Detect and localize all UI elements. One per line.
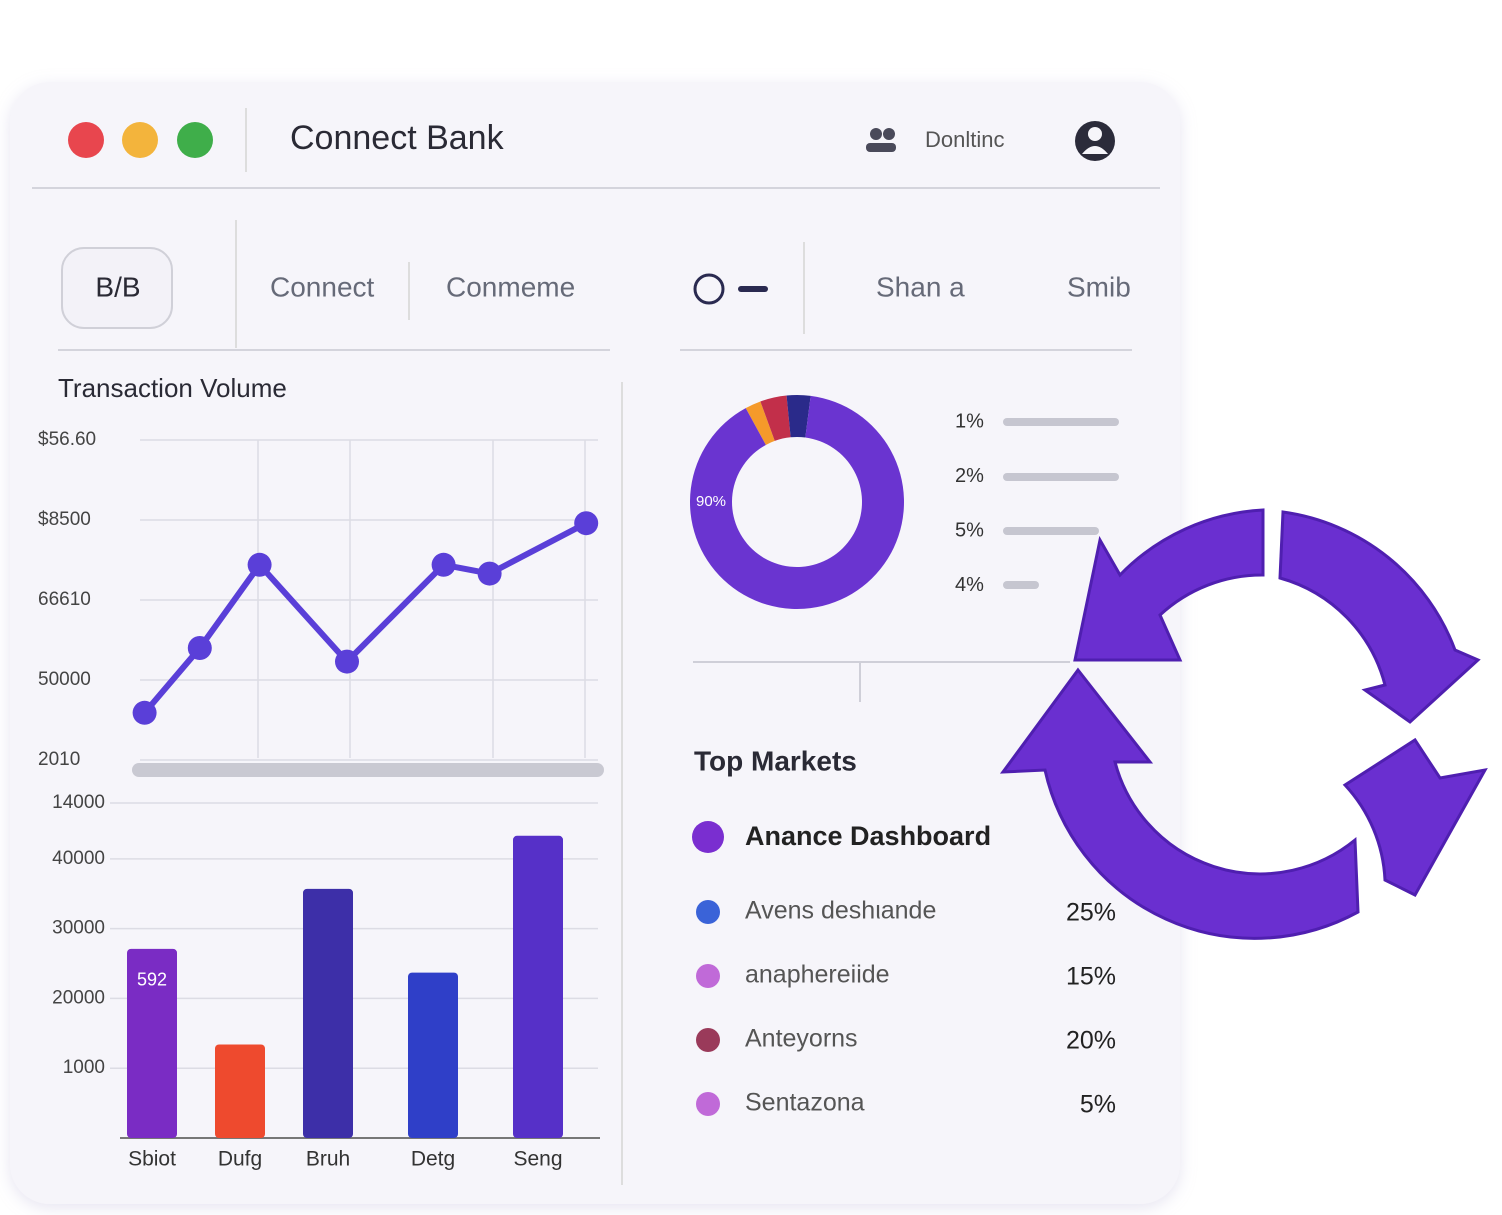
market-share: 5% [1080, 1091, 1116, 1119]
point [431, 552, 456, 577]
legend-label: 4% [955, 574, 984, 596]
legend-label: 1% [955, 410, 984, 432]
avatar[interactable] [1075, 121, 1115, 161]
market-name: Avens deshιande [745, 897, 936, 925]
user-label: Donltinc [925, 127, 1004, 152]
bar [127, 948, 177, 1138]
market-share: 15% [1066, 963, 1116, 991]
market-dot [696, 900, 720, 924]
point [335, 649, 359, 674]
window [10, 82, 1180, 1204]
donut-slice [690, 395, 904, 609]
y-tick-label: $56.60 [38, 429, 96, 450]
point [574, 511, 599, 536]
tab[interactable]: Conmeme [446, 271, 575, 302]
y-tick-label: 66610 [38, 589, 91, 610]
bar [408, 972, 458, 1138]
point [132, 700, 157, 725]
users-icon [866, 128, 896, 152]
point [247, 552, 272, 577]
y-tick-label: 1000 [63, 1057, 105, 1078]
point [477, 561, 502, 586]
section-title: Top Markets [694, 745, 857, 776]
toggle-icon[interactable] [693, 273, 725, 305]
bar [303, 888, 353, 1138]
y-tick-label: 2010 [38, 749, 80, 770]
legend-bars [1003, 418, 1119, 589]
x-tick-label: Detg [411, 1148, 455, 1171]
y-tick-label: 30000 [52, 918, 105, 939]
market-dot [696, 964, 720, 988]
donut-slice [786, 395, 811, 438]
x-tick-label: Sbiot [128, 1148, 176, 1171]
point [187, 636, 212, 660]
y-tick-label: 20000 [52, 987, 105, 1008]
market-share: 20% [1066, 1027, 1116, 1055]
legend-label: 5% [955, 519, 984, 541]
y-tick-label: 14000 [52, 792, 105, 813]
minimize-button[interactable] [122, 122, 158, 158]
donut-slice [745, 401, 775, 445]
y-tick-label: 50000 [38, 669, 91, 690]
maximize-button[interactable] [177, 122, 213, 158]
x-tick-label: Bruh [306, 1148, 350, 1171]
market-dot [696, 1028, 720, 1052]
featured-market: Anance Dashboard [745, 821, 991, 851]
tab[interactable]: B/B [95, 271, 140, 302]
market-dot [696, 1092, 720, 1116]
chart-title: Transaction Volume [58, 373, 287, 403]
market-name: anaphereiide [745, 961, 890, 989]
x-tick-label: Seng [513, 1148, 562, 1171]
legend-label: 2% [955, 465, 984, 487]
y-tick-label: 40000 [52, 848, 105, 869]
featured-dot [692, 821, 724, 853]
bar-annotation: 592 [137, 970, 167, 990]
scrollbar[interactable] [132, 763, 604, 777]
y-tick-label: $8500 [38, 509, 91, 530]
close-button[interactable] [68, 122, 104, 158]
donut-slice [760, 395, 791, 441]
tab-active[interactable] [61, 247, 173, 329]
bar [215, 1044, 265, 1138]
tab[interactable]: Shan a [876, 271, 965, 302]
tab[interactable]: Connect [270, 271, 375, 302]
tab[interactable]: Smib [1067, 271, 1131, 302]
market-name: Anteyorns [745, 1025, 858, 1053]
bar [513, 835, 563, 1138]
toggle-icon[interactable] [738, 286, 768, 292]
slice-label: 90% [696, 493, 726, 510]
refresh-icon[interactable] [999, 508, 1488, 940]
x-tick-label: Dufg [218, 1148, 262, 1171]
app-title: Connect Bank [290, 119, 505, 157]
market-name: Sentazona [745, 1089, 865, 1117]
vertical-grid [257, 440, 586, 758]
market-share: 25% [1066, 899, 1116, 927]
market-list: Avens deshιande 25% anaphereiide 15% Anteyor… [696, 897, 1116, 1119]
